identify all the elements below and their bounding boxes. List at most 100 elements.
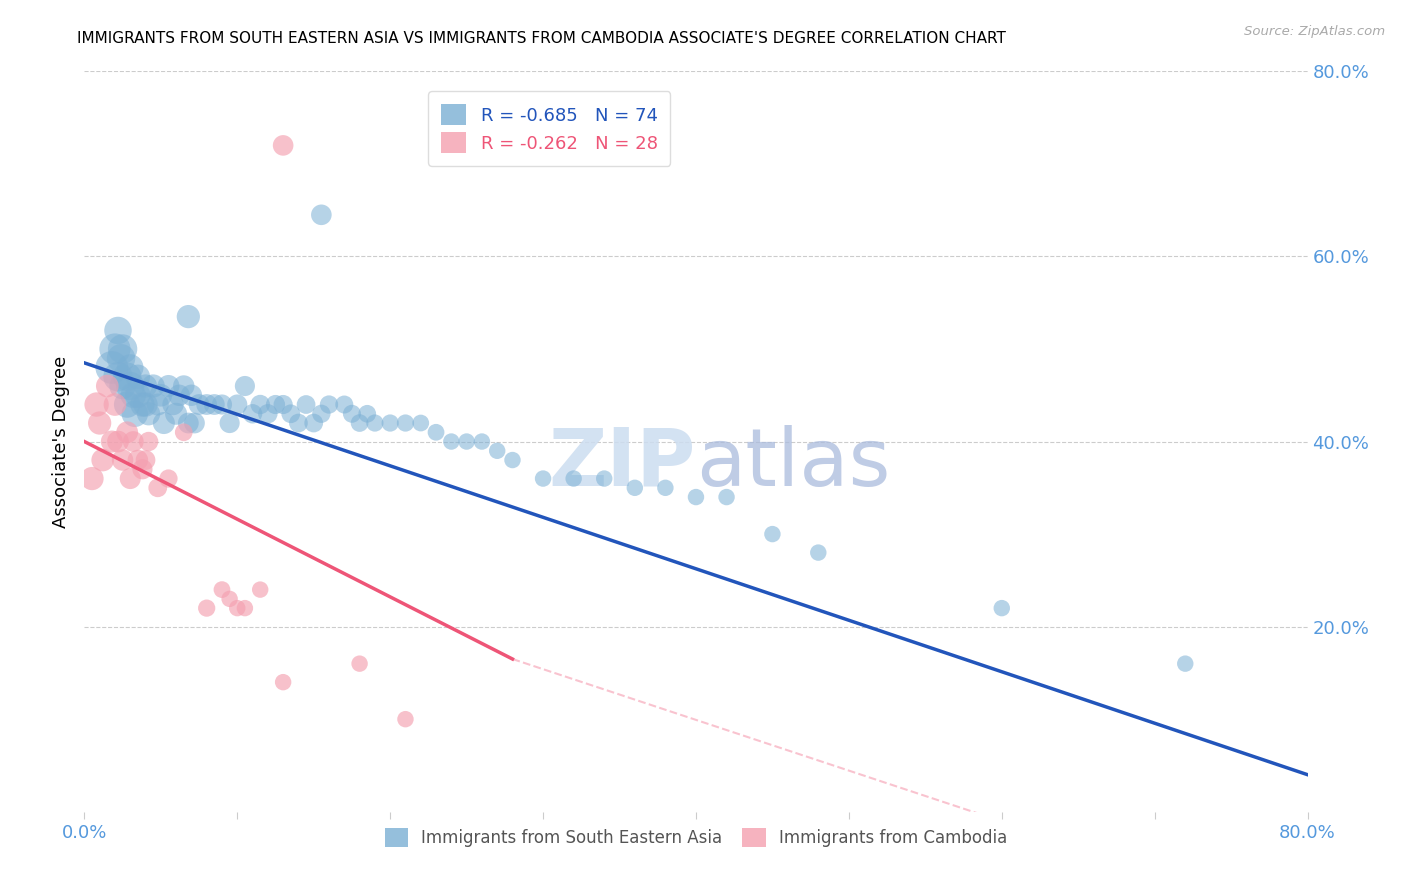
Point	[165, 407, 187, 421]
Point	[531, 472, 554, 486]
Point	[110, 351, 132, 366]
Point	[142, 379, 165, 393]
Point	[131, 462, 153, 476]
Point	[127, 369, 149, 384]
Point	[80, 472, 103, 486]
Point	[1174, 657, 1197, 671]
Point	[761, 527, 783, 541]
Point	[593, 472, 616, 486]
Point	[135, 453, 157, 467]
Point	[425, 425, 447, 440]
Point	[295, 398, 318, 412]
Point	[456, 434, 478, 449]
Point	[104, 398, 127, 412]
Point	[302, 416, 325, 430]
Point	[195, 601, 218, 615]
Legend: Immigrants from South Eastern Asia, Immigrants from Cambodia: Immigrants from South Eastern Asia, Immi…	[373, 816, 1019, 859]
Point	[101, 360, 124, 375]
Point	[173, 425, 195, 440]
Point	[111, 379, 134, 393]
Point	[127, 388, 149, 402]
Point	[218, 416, 240, 430]
Point	[226, 601, 249, 615]
Point	[111, 453, 134, 467]
Point	[394, 712, 416, 726]
Point	[271, 675, 294, 690]
Point	[91, 453, 114, 467]
Point	[115, 369, 138, 384]
Point	[562, 472, 585, 486]
Point	[157, 379, 180, 393]
Point	[287, 416, 309, 430]
Point	[233, 379, 256, 393]
Point	[146, 481, 169, 495]
Point	[104, 342, 127, 356]
Point	[127, 453, 149, 467]
Point	[180, 388, 202, 402]
Point	[333, 398, 356, 412]
Point	[349, 416, 371, 430]
Point	[242, 407, 264, 421]
Point	[271, 398, 294, 412]
Point	[257, 407, 280, 421]
Point	[202, 398, 225, 412]
Point	[135, 379, 157, 393]
Point	[107, 369, 129, 384]
Text: IMMIGRANTS FROM SOUTH EASTERN ASIA VS IMMIGRANTS FROM CAMBODIA ASSOCIATE'S DEGRE: IMMIGRANTS FROM SOUTH EASTERN ASIA VS IM…	[77, 31, 1007, 46]
Point	[149, 388, 172, 402]
Point	[685, 490, 707, 504]
Point	[146, 398, 169, 412]
Point	[107, 434, 129, 449]
Point	[124, 407, 146, 421]
Point	[409, 416, 432, 430]
Point	[233, 601, 256, 615]
Point	[89, 416, 111, 430]
Point	[211, 582, 233, 597]
Point	[177, 416, 200, 430]
Point	[96, 379, 118, 393]
Point	[183, 416, 205, 430]
Point	[115, 398, 138, 412]
Point	[364, 416, 387, 430]
Point	[157, 472, 180, 486]
Point	[280, 407, 302, 421]
Point	[111, 342, 134, 356]
Point	[471, 434, 494, 449]
Point	[218, 591, 240, 606]
Point	[356, 407, 378, 421]
Point	[340, 407, 363, 421]
Point	[131, 398, 153, 412]
Point	[394, 416, 416, 430]
Point	[264, 398, 287, 412]
Point	[173, 379, 195, 393]
Text: ZIP: ZIP	[548, 425, 696, 503]
Point	[120, 472, 142, 486]
Point	[195, 398, 218, 412]
Point	[226, 398, 249, 412]
Point	[122, 388, 145, 402]
Point	[138, 407, 160, 421]
Point	[101, 434, 124, 449]
Point	[188, 398, 211, 412]
Text: atlas: atlas	[696, 425, 890, 503]
Point	[167, 388, 190, 402]
Point	[107, 324, 129, 338]
Point	[135, 398, 157, 412]
Point	[502, 453, 524, 467]
Point	[122, 434, 145, 449]
Point	[318, 398, 340, 412]
Point	[807, 545, 830, 560]
Point	[177, 310, 200, 324]
Point	[311, 407, 333, 421]
Point	[120, 360, 142, 375]
Point	[86, 398, 108, 412]
Point	[349, 657, 371, 671]
Point	[311, 208, 333, 222]
Y-axis label: Associate's Degree: Associate's Degree	[52, 355, 70, 528]
Point	[120, 379, 142, 393]
Point	[716, 490, 738, 504]
Point	[271, 138, 294, 153]
Point	[654, 481, 676, 495]
Point	[991, 601, 1014, 615]
Point	[153, 416, 176, 430]
